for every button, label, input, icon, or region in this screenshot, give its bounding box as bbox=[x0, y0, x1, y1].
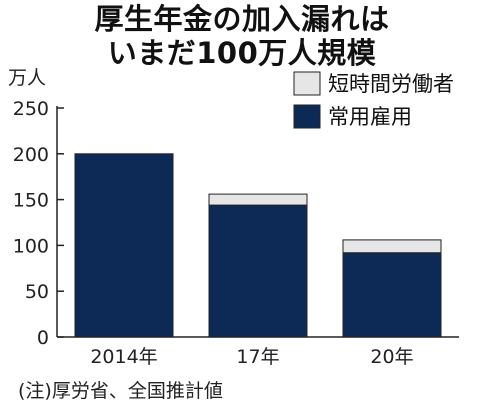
y-tick-label: 50 bbox=[25, 281, 49, 303]
bar-part-time bbox=[208, 193, 308, 206]
y-tick-label: 200 bbox=[13, 144, 49, 166]
legend-swatch-regular bbox=[293, 104, 321, 129]
x-tick-label: 20年 bbox=[370, 346, 413, 368]
bar-part-time bbox=[342, 239, 442, 254]
chart-title-line1: 厚生年金の加入漏れは bbox=[94, 2, 390, 36]
y-axis-label: 万人 bbox=[8, 67, 46, 89]
x-tick-label: 17年 bbox=[236, 346, 279, 368]
y-tick-label: 0 bbox=[37, 327, 49, 349]
bar-regular bbox=[208, 204, 308, 338]
legend-label: 短時間労働者 bbox=[328, 72, 454, 96]
legend-label: 常用雇用 bbox=[328, 105, 412, 129]
bar-regular bbox=[74, 153, 174, 338]
y-tick-label: 250 bbox=[13, 98, 49, 120]
legend-swatch-part-time bbox=[293, 71, 321, 96]
y-tick-label: 100 bbox=[13, 235, 49, 257]
source-note: (注)厚労省、全国推計値 bbox=[18, 380, 223, 402]
y-tick-label: 150 bbox=[13, 190, 49, 212]
bar-regular bbox=[342, 252, 442, 338]
x-tick-label: 2014年 bbox=[90, 346, 157, 368]
chart-title-line2: いまだ100万人規模 bbox=[107, 36, 377, 70]
